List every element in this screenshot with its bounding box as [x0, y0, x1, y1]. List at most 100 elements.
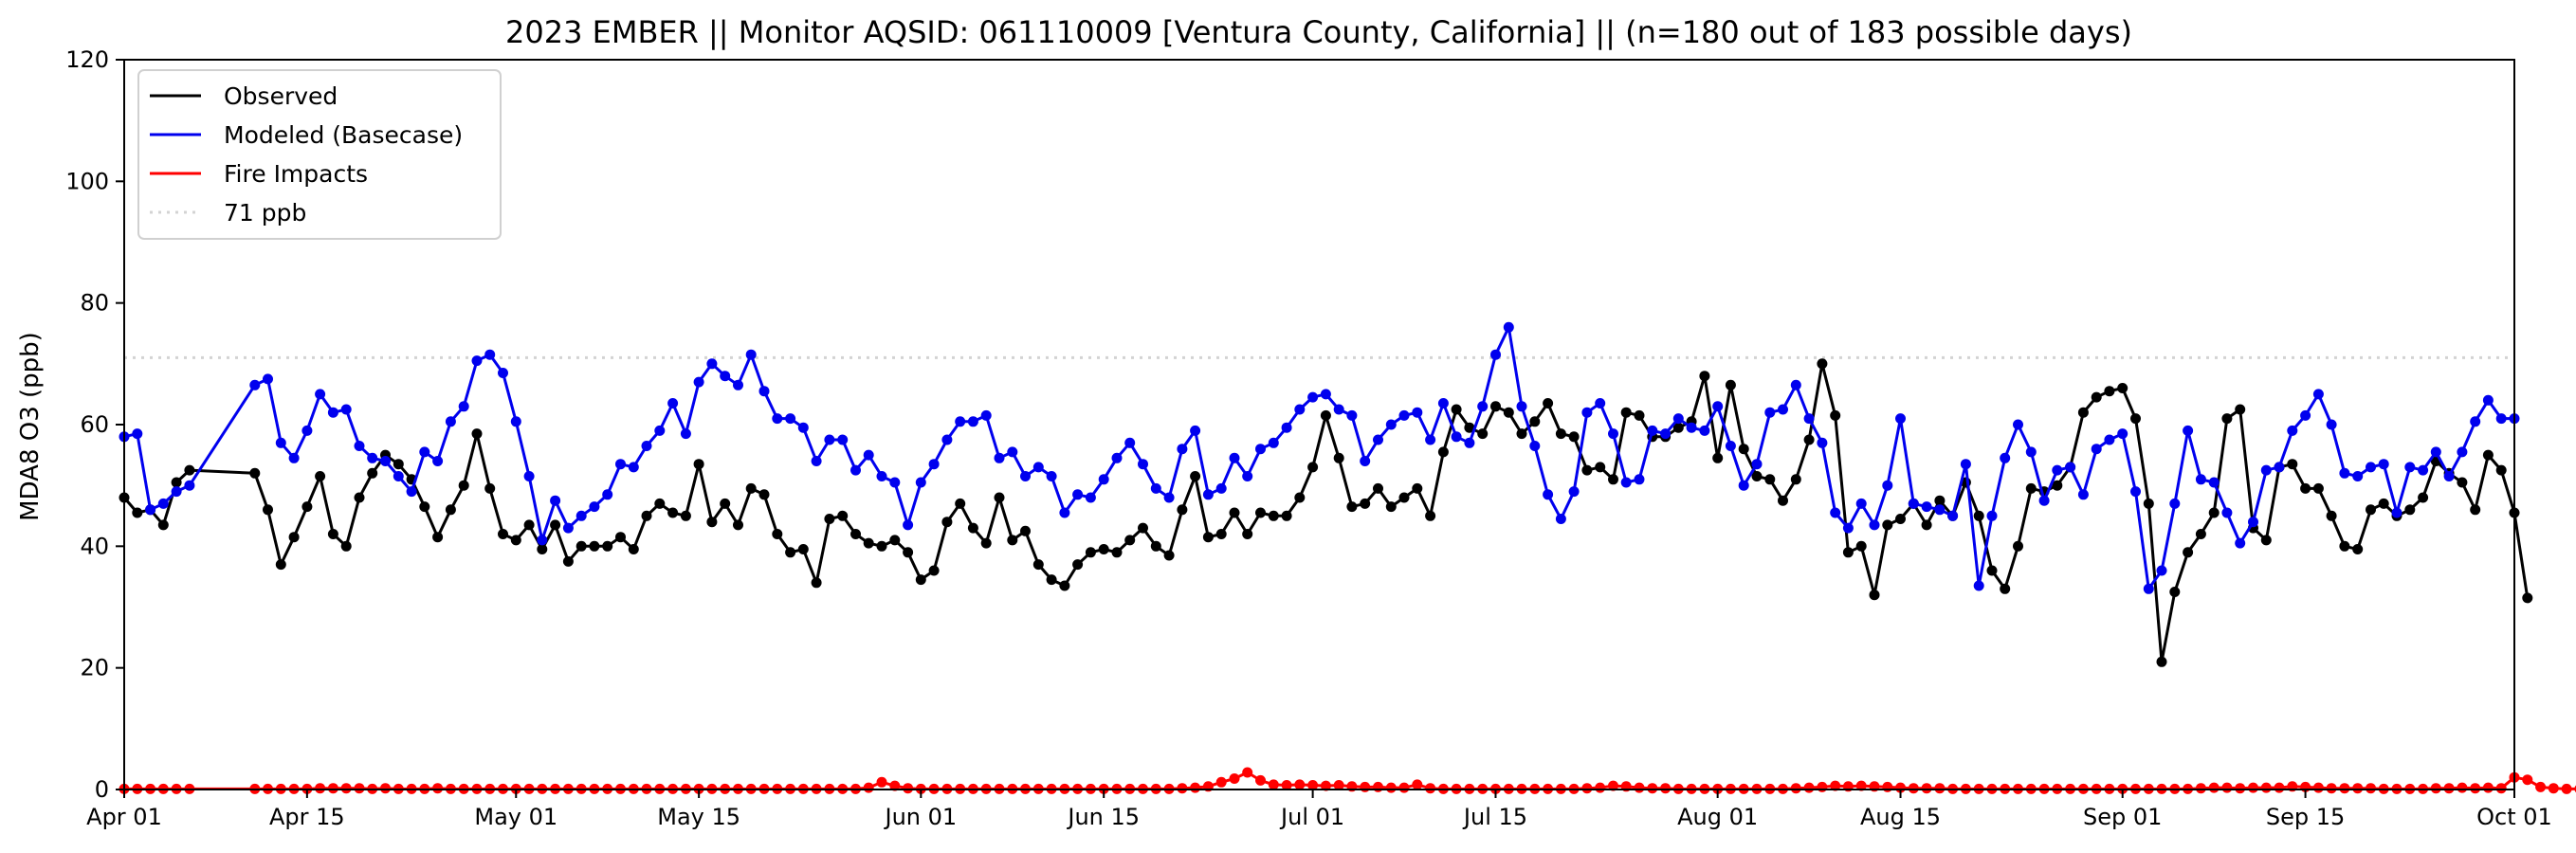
data-point	[1138, 459, 1148, 470]
data-point	[288, 532, 300, 543]
data-point	[2091, 444, 2102, 455]
x-tick-label: Apr 15	[269, 804, 345, 830]
data-point	[2195, 529, 2206, 539]
data-point	[1842, 547, 1854, 558]
data-point	[1032, 559, 1044, 571]
data-point	[1085, 547, 1096, 558]
data-point	[1503, 321, 1514, 333]
data-point	[2561, 783, 2572, 794]
data-point	[1098, 474, 1109, 485]
data-point	[2339, 467, 2350, 479]
data-point	[2443, 471, 2455, 481]
data-point	[1320, 409, 1331, 421]
data-point	[1581, 464, 1593, 476]
data-point	[941, 517, 953, 528]
x-tick-label: May 15	[657, 804, 740, 830]
series-1	[119, 321, 2520, 594]
data-point	[2287, 425, 2298, 436]
data-point	[589, 501, 600, 513]
data-point	[1543, 489, 1554, 500]
data-point	[863, 449, 874, 461]
data-point	[1921, 519, 1932, 531]
data-point	[1138, 522, 1148, 534]
chart-title: 2023 EMBER || Monitor AQSID: 061110009 […	[505, 14, 2132, 50]
data-point	[2352, 544, 2364, 554]
data-point	[772, 529, 783, 539]
data-point	[2208, 507, 2220, 518]
data-point	[811, 577, 822, 589]
data-point	[1686, 422, 1697, 433]
data-point	[589, 540, 600, 552]
data-point	[1333, 452, 1344, 463]
data-point	[2208, 477, 2220, 488]
data-point	[1672, 413, 1684, 425]
data-point	[2522, 774, 2533, 786]
data-point	[2274, 462, 2285, 473]
data-point	[1150, 540, 1161, 552]
data-point	[1817, 358, 1828, 370]
data-point	[980, 409, 992, 421]
data-point	[1529, 441, 1541, 451]
data-point	[720, 371, 731, 382]
data-point	[2235, 404, 2246, 415]
data-point	[2404, 504, 2416, 516]
data-point	[275, 437, 286, 448]
data-point	[145, 504, 156, 516]
data-point	[2169, 587, 2181, 597]
data-point	[1725, 441, 1736, 451]
data-point	[967, 416, 978, 427]
data-point	[745, 482, 757, 494]
data-point	[2482, 394, 2494, 406]
data-point	[615, 532, 626, 543]
data-point	[2000, 583, 2011, 594]
series-line	[122, 362, 2530, 663]
data-point	[2183, 425, 2194, 436]
data-point	[641, 441, 652, 451]
data-point	[1177, 444, 1188, 455]
data-point	[2038, 495, 2050, 506]
data-point	[1921, 783, 1932, 794]
data-point	[1790, 783, 1801, 794]
data-point	[2013, 540, 2023, 552]
data-point	[2195, 474, 2206, 485]
data-point	[745, 349, 757, 360]
data-point	[1555, 428, 1566, 440]
data-point	[2312, 482, 2324, 494]
legend-label: Fire Impacts	[224, 160, 368, 188]
data-point	[1124, 535, 1136, 546]
data-point	[1320, 780, 1331, 791]
data-point	[1111, 452, 1123, 463]
data-point	[654, 498, 666, 509]
data-point	[2326, 783, 2337, 794]
data-point	[1764, 474, 1776, 485]
data-point	[1882, 480, 1893, 491]
data-point	[2208, 782, 2220, 793]
data-point	[1046, 574, 1057, 586]
data-point	[1294, 779, 1306, 790]
data-point	[1855, 540, 1867, 552]
data-point	[1464, 437, 1475, 448]
plot-area	[119, 321, 2576, 794]
data-point	[2378, 498, 2389, 509]
data-point	[1360, 498, 1371, 509]
data-point	[903, 547, 914, 558]
y-tick-label: 0	[95, 776, 109, 803]
data-point	[1163, 550, 1175, 561]
data-point	[1190, 425, 1201, 436]
data-point	[2117, 428, 2128, 440]
data-point	[2300, 409, 2311, 421]
data-point	[1699, 425, 1710, 436]
data-point	[2143, 583, 2154, 594]
data-point	[471, 355, 483, 367]
data-point	[1307, 780, 1319, 790]
data-point	[667, 507, 679, 518]
data-point	[1202, 532, 1214, 543]
data-point	[863, 782, 874, 793]
data-point	[1581, 407, 1593, 418]
legend: Observed Modeled (Basecase) Fire Impacts 71…	[137, 69, 502, 240]
data-point	[1072, 559, 1084, 571]
data-point	[1503, 407, 1514, 418]
data-point	[315, 471, 326, 481]
data-point	[903, 519, 914, 531]
data-point	[184, 480, 195, 491]
